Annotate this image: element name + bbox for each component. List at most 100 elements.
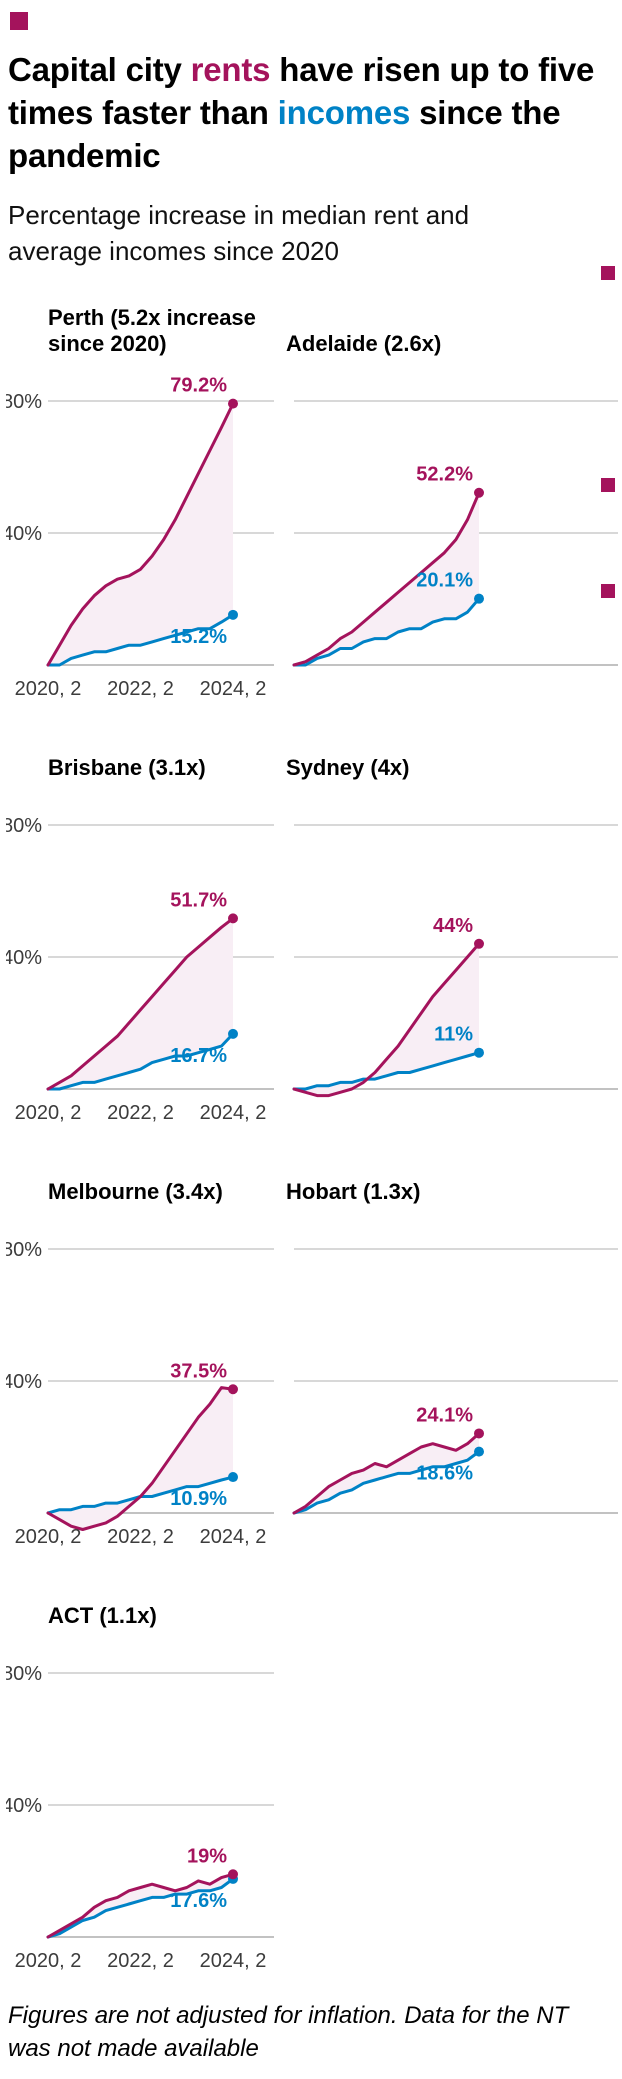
income-endpoint-dot	[474, 1047, 484, 1058]
income-endpoint-dot	[228, 1028, 238, 1039]
chart-plot: 80% 40% 51.7% 16.7% 2020, 2 2022, 2 2024, 2	[6, 789, 280, 1125]
x-axis-label: 2024, 2	[200, 1102, 267, 1124]
income-line	[46, 1877, 235, 1939]
chart-title: Melbourne (3.4x)	[48, 1143, 260, 1213]
income-line	[292, 597, 481, 667]
chart-canvas: 44% 11%	[292, 824, 618, 1098]
x-axis-label: 2020, 2	[15, 1950, 82, 1972]
rent-value-label: 52.2%	[416, 464, 473, 486]
chart-row: Perth (5.2x increase since 2020) 80% 40% 7…	[6, 295, 622, 701]
accent-square-icon	[601, 478, 615, 492]
income-value-label: 16.7%	[170, 1045, 227, 1067]
chart-sydney: Sydney (4x) 44% 11%	[286, 719, 622, 1125]
chart-brisbane: Brisbane (3.1x) 80% 40% 51.7% 16.7% 2020, 2 2…	[6, 719, 280, 1125]
title-text: Capital city	[8, 51, 191, 88]
chart-canvas: 80% 40% 19% 17.6% 2020, 2 2022, 2 2024, 2	[6, 1663, 274, 1972]
band-area	[294, 943, 479, 1096]
x-axis-label: 2022, 2	[107, 1102, 174, 1124]
chart-canvas: 24.1% 18.6%	[292, 1248, 618, 1515]
x-axis-label: 2020, 2	[15, 678, 82, 700]
y-axis-label: 40%	[6, 1795, 42, 1817]
small-multiples-grid: Perth (5.2x increase since 2020) 80% 40% 7…	[0, 295, 622, 1973]
income-value-label: 20.1%	[416, 570, 473, 592]
rent-endpoint-dot	[228, 1384, 238, 1395]
income-value-label: 10.9%	[170, 1488, 227, 1510]
chart-title-text: Brisbane (3.1x)	[48, 755, 206, 780]
rent-line	[46, 1386, 235, 1531]
chart-title: Perth (5.2x increase since 2020)	[48, 295, 260, 365]
income-line	[46, 613, 235, 667]
rent-endpoint-dot	[474, 1428, 484, 1439]
title-text: have risen up to five times faster than	[8, 51, 595, 131]
income-value-label: 17.6%	[170, 1890, 227, 1912]
rent-line	[46, 916, 235, 1091]
chart-title-text: Perth (5.2x increase since 2020)	[48, 305, 256, 356]
title-text: since the pandemic	[8, 94, 561, 174]
chart-plot: 24.1% 18.6%	[286, 1213, 622, 1549]
income-value-label: 11%	[434, 1024, 473, 1046]
chart-title-text: Melbourne (3.4x)	[48, 1179, 223, 1204]
rent-value-label: 19%	[187, 1845, 227, 1867]
chart-title: ACT (1.1x)	[48, 1567, 260, 1637]
chart-plot: 44% 11%	[286, 789, 622, 1125]
chart-title: Sydney (4x)	[286, 719, 566, 789]
rent-value-label: 79.2%	[170, 375, 227, 397]
accent-square-icon	[601, 266, 615, 280]
chart-act: ACT (1.1x) 80% 40% 19% 17.6% 2020, 2 2022, 2 2…	[6, 1567, 280, 1973]
rent-line	[46, 1872, 235, 1939]
rent-endpoint-dot	[228, 398, 238, 409]
income-endpoint-dot	[228, 609, 238, 620]
income-endpoint-dot	[474, 593, 484, 604]
x-axis-label: 2024, 2	[200, 1526, 267, 1548]
brand-square-icon	[10, 12, 28, 30]
rent-value-label: 51.7%	[170, 889, 227, 911]
chart-adelaide: Adelaide (2.6x) 52.2% 20.1%	[286, 295, 622, 701]
band-area	[48, 918, 233, 1089]
y-axis-label: 40%	[6, 523, 42, 545]
chart-title: Hobart (1.3x)	[286, 1143, 566, 1213]
rent-endpoint-dot	[228, 913, 238, 924]
chart-canvas: 80% 40% 37.5% 10.9% 2020, 2 2022, 2 2024, 2	[6, 1239, 274, 1548]
rent-value-label: 44%	[433, 915, 473, 937]
chart-row: Melbourne (3.4x) 80% 40% 37.5% 10.9% 2020, 2…	[6, 1143, 622, 1549]
chart-title-text: Sydney (4x)	[286, 755, 410, 780]
chart-title: Brisbane (3.1x)	[48, 719, 260, 789]
income-line	[292, 1450, 481, 1515]
chart-melbourne: Melbourne (3.4x) 80% 40% 37.5% 10.9% 2020, 2…	[6, 1143, 280, 1549]
chart-hobart: Hobart (1.3x) 24.1% 18.6%	[286, 1143, 622, 1549]
chart-row: ACT (1.1x) 80% 40% 19% 17.6% 2020, 2 2022, 2 2…	[6, 1567, 622, 1973]
x-axis-label: 2024, 2	[200, 1950, 267, 1972]
chart-plot: 80% 40% 79.2% 15.2% 2020, 2 2022, 2 2024, 2	[6, 365, 280, 701]
rent-line	[292, 942, 481, 1098]
rent-line	[46, 402, 235, 667]
title-rents-highlight: rents	[190, 51, 271, 88]
chart-plot: 80% 40% 19% 17.6% 2020, 2 2022, 2 2024, 2	[6, 1637, 280, 1973]
footnote: Figures are not adjusted for inflation. …	[8, 2002, 569, 2062]
chart-plot: 80% 40% 37.5% 10.9% 2020, 2 2022, 2 2024, 2	[6, 1213, 280, 1549]
band-area	[48, 1874, 233, 1937]
y-axis-label: 80%	[6, 1663, 42, 1685]
chart-title: Adelaide (2.6x)	[286, 295, 566, 365]
rent-value-label: 24.1%	[416, 1404, 473, 1426]
accent-square-icon	[601, 584, 615, 598]
band-area	[48, 1387, 233, 1530]
chart-canvas: 80% 40% 79.2% 15.2% 2020, 2 2022, 2 2024, 2	[6, 375, 274, 700]
chart-title-text: ACT (1.1x)	[48, 1603, 157, 1628]
x-axis-label: 2022, 2	[107, 1950, 174, 1972]
y-axis-label: 80%	[6, 815, 42, 837]
chart-canvas: 52.2% 20.1%	[292, 400, 618, 667]
x-axis-label: 2024, 2	[200, 678, 267, 700]
chart-plot: 52.2% 20.1%	[286, 365, 622, 701]
rent-endpoint-dot	[474, 487, 484, 498]
chart-title-text: Adelaide (2.6x)	[286, 331, 442, 356]
page-title: Capital city rents have risen up to five…	[8, 48, 614, 177]
x-axis-label: 2020, 2	[15, 1526, 82, 1548]
chart-perth: Perth (5.2x increase since 2020) 80% 40% 7…	[6, 295, 280, 701]
title-incomes-highlight: incomes	[277, 94, 411, 131]
x-axis-label: 2020, 2	[15, 1102, 82, 1124]
income-value-label: 15.2%	[170, 626, 227, 648]
rent-line	[292, 1431, 481, 1515]
income-endpoint-dot	[474, 1446, 484, 1457]
x-axis-label: 2022, 2	[107, 678, 174, 700]
